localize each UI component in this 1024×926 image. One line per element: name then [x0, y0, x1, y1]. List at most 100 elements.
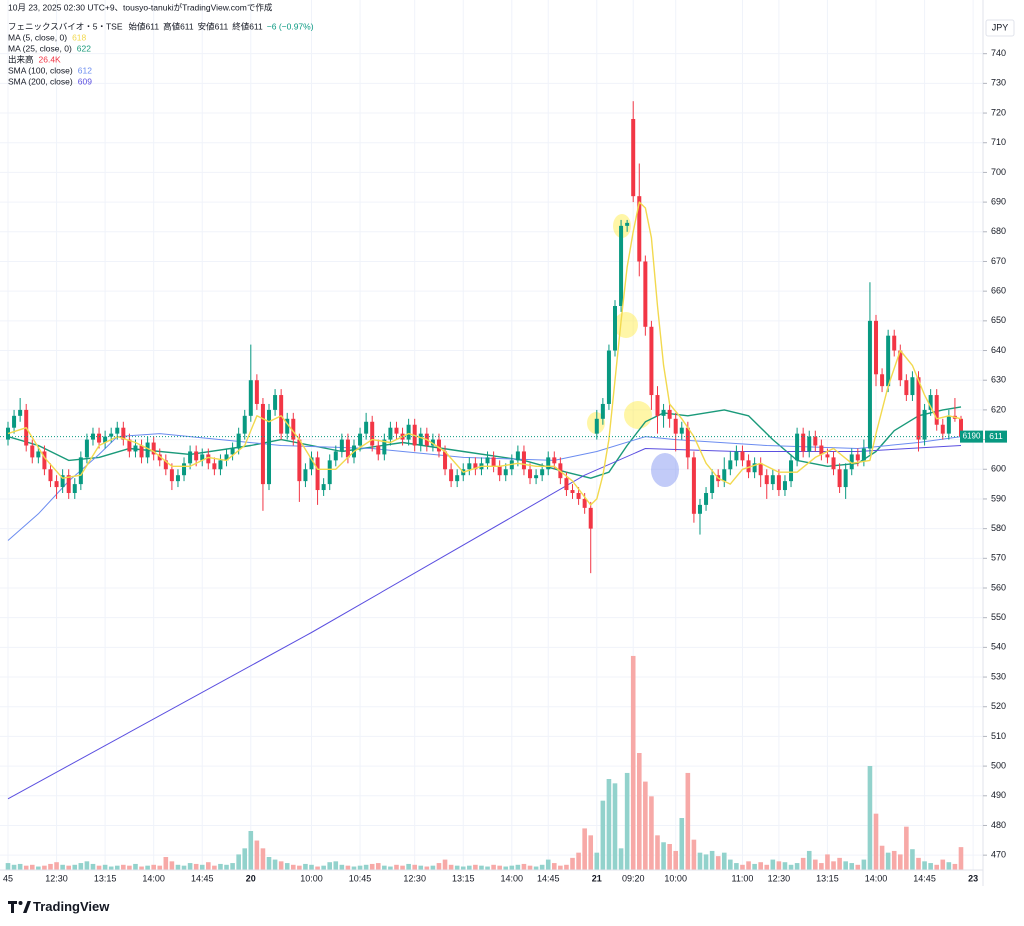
- x-tick-label: 13:15: [94, 873, 117, 883]
- candle-body: [333, 451, 338, 461]
- candle-body: [139, 445, 144, 458]
- volume-bar: [48, 863, 53, 870]
- volume-bar: [879, 845, 885, 870]
- candle-body: [151, 442, 156, 455]
- y-tick-label: 520: [991, 701, 1006, 711]
- volume-bar: [624, 772, 630, 870]
- logo-mark: [8, 901, 17, 913]
- volume-bar: [121, 864, 126, 870]
- legend: フェニックスバイオ・5・TSE 始値611 高値611 安値611 終値611 −6 (−…: [8, 21, 314, 86]
- candle-body: [789, 460, 794, 482]
- volume-bar: [5, 863, 11, 870]
- volume-bar: [667, 844, 672, 870]
- y-tick-label: 740: [991, 48, 1006, 58]
- candle-body: [48, 469, 53, 482]
- candle-body: [746, 460, 751, 473]
- volume-bar: [873, 813, 879, 870]
- y-tick-label: 710: [991, 137, 1006, 147]
- volume-bar: [375, 863, 381, 870]
- volume-layer: [5, 655, 964, 870]
- currency: JPY: [992, 22, 1009, 32]
- candle-body: [843, 469, 848, 488]
- volume-bar: [242, 848, 248, 870]
- volume-bar: [388, 866, 393, 870]
- volume-bar: [843, 861, 848, 870]
- candle-body: [540, 469, 545, 476]
- candle-body: [667, 409, 672, 419]
- candle-body: [364, 421, 369, 434]
- volume-bar: [952, 863, 958, 870]
- volume-bar: [78, 863, 84, 870]
- volume-bar: [679, 818, 685, 870]
- candle-body: [345, 439, 350, 458]
- volume-bar: [345, 865, 351, 870]
- volume-bar: [545, 859, 551, 870]
- volume-bar: [406, 863, 411, 870]
- candle-body: [655, 395, 660, 416]
- volume-bar: [709, 850, 715, 870]
- volume-bar: [922, 861, 927, 870]
- volume-bar: [272, 859, 278, 870]
- candle-body: [436, 439, 441, 452]
- candle-body: [388, 427, 393, 440]
- y-tick-label: 660: [991, 286, 1006, 296]
- candle-body: [297, 439, 302, 482]
- volume-bar: [315, 866, 320, 870]
- candle-body: [534, 475, 539, 479]
- volume-bar: [72, 864, 78, 870]
- x-tick-label: 14:45: [913, 873, 936, 883]
- candle-body: [892, 335, 897, 351]
- candle-body: [819, 445, 824, 455]
- candle-body: [880, 374, 885, 387]
- volume-bar: [509, 865, 515, 870]
- volume-bar: [133, 863, 138, 870]
- candle-body: [904, 380, 909, 396]
- candle-body: [958, 418, 963, 437]
- candle-body: [867, 320, 872, 449]
- volume-bar: [564, 864, 569, 870]
- highlight: [624, 401, 652, 429]
- last-price-label: 611: [989, 431, 1003, 441]
- volume-bar: [891, 850, 897, 870]
- header: 10月 23, 2025 02:30 UTC+9、tousyo-tanukiがT…: [8, 2, 273, 12]
- y-tick-label: 650: [991, 315, 1006, 325]
- volume-bar: [418, 865, 424, 870]
- volume-bar: [17, 863, 23, 870]
- legend-name: MA (25, close, 0): [8, 43, 72, 53]
- candle-body: [807, 436, 812, 452]
- volume-bar: [218, 863, 223, 870]
- volume-bar: [11, 864, 17, 870]
- volume-bar: [84, 861, 90, 870]
- volume-bar: [764, 864, 770, 870]
- volume-bar: [837, 857, 842, 870]
- candle-body: [200, 454, 205, 461]
- volume-bar: [473, 864, 478, 870]
- volume-bar: [460, 866, 466, 870]
- candle-body: [72, 484, 77, 494]
- volume-bar: [588, 835, 594, 870]
- volume-bar: [284, 863, 290, 870]
- volume-bar: [558, 865, 563, 870]
- volume-bar: [412, 864, 417, 870]
- volume-bar: [612, 783, 618, 870]
- candle-body: [115, 427, 120, 434]
- candle-body: [309, 457, 314, 470]
- candle-body: [546, 457, 551, 470]
- candle-body: [515, 451, 520, 461]
- volume-bar: [630, 655, 636, 870]
- volume-bar: [448, 864, 454, 870]
- y-tick-label: 480: [991, 820, 1006, 830]
- candle-body: [127, 439, 132, 452]
- candle-body: [236, 433, 241, 449]
- volume-bar: [278, 861, 284, 870]
- currency-box: [985, 19, 1015, 37]
- candle-body: [619, 225, 624, 306]
- volume-bar: [90, 863, 96, 870]
- volume-bar: [363, 864, 369, 870]
- legend-value: 609: [78, 76, 92, 86]
- x-tick-label: 45: [3, 873, 13, 883]
- candle-body: [764, 475, 769, 485]
- candle-body: [491, 457, 496, 467]
- volume-bar: [788, 864, 794, 870]
- candle-body: [218, 460, 223, 470]
